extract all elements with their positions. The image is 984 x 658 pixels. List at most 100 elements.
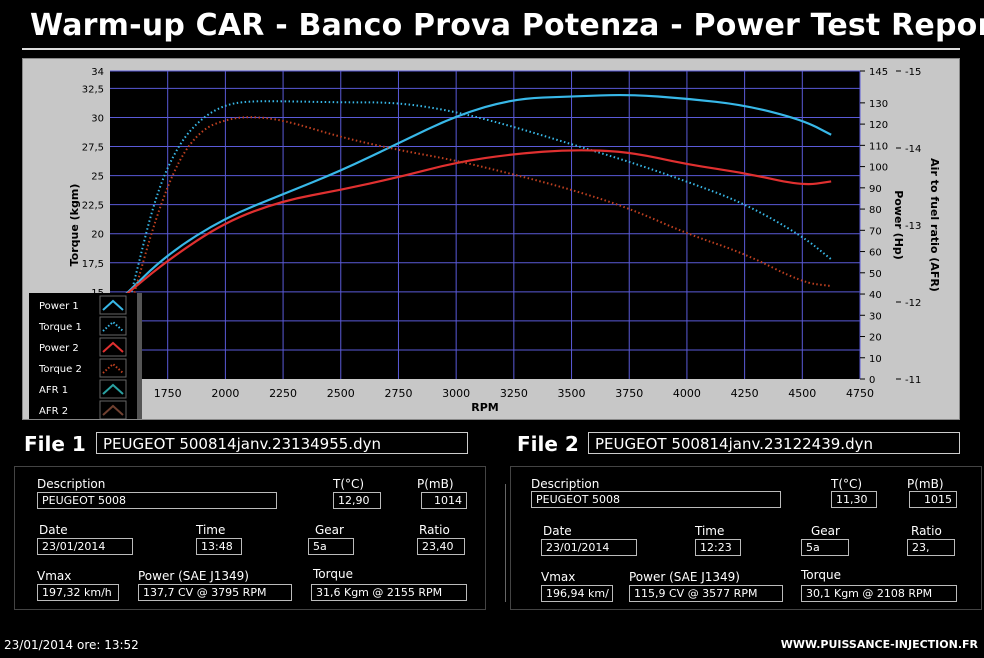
x-tick-label: 4750 [846, 387, 874, 400]
legend-label: Torque 1 [38, 322, 82, 333]
file1-name-field[interactable]: PEUGEOT 500814janv.23134955.dyn [96, 432, 468, 454]
legend-swatch-line [102, 383, 124, 395]
afr-tick-label: -13 [905, 221, 921, 232]
x-tick-label: 2750 [384, 387, 412, 400]
y-right-tick-label: 0 [869, 375, 875, 386]
legend-label: Power 1 [39, 301, 79, 312]
temperature-label: T(°C) [333, 477, 365, 491]
power-label: Power (SAE J1349) [629, 570, 740, 584]
series-line-power-2 [120, 149, 832, 300]
run2-power-field[interactable]: 115,9 CV @ 3577 RPM [629, 585, 783, 602]
legend-swatch-line [102, 299, 124, 311]
description-label: Description [531, 477, 600, 491]
run2-vmax-field[interactable]: 196,94 km/ [541, 585, 613, 602]
legend-label: AFR 2 [39, 406, 68, 417]
x-tick-label: 2250 [269, 387, 297, 400]
y-left-tick-label: 30 [91, 113, 104, 124]
legend-swatch-line [102, 362, 124, 374]
run1-pressure-field[interactable]: 1014 [421, 492, 467, 509]
afr-tick-label: -12 [905, 298, 921, 309]
pressure-label: P(mB) [907, 477, 944, 491]
legend-swatch[interactable] [99, 337, 127, 357]
legend-label: Power 2 [39, 343, 79, 354]
legend-swatch-line [102, 404, 124, 416]
y-left-tick-label: 17,5 [82, 259, 104, 270]
run2-time-field[interactable]: 12:23 [695, 539, 741, 556]
y-right-tick-label: 80 [869, 205, 882, 216]
y-afr-axis-title: Air to fuel ratio (AFR) [928, 158, 941, 292]
title-underline [22, 48, 960, 50]
power-label: Power (SAE J1349) [138, 569, 249, 583]
afr-tick-label: -15 [905, 67, 921, 78]
run2-pressure-field[interactable]: 1015 [909, 491, 957, 508]
run2-description-field[interactable]: PEUGEOT 5008 [531, 491, 781, 508]
dyno-chart: 1750 2000 2250 2500 2750 3000 3250 3500 3750 4000… [29, 67, 941, 420]
legend-swatch-line [102, 320, 124, 332]
y-right-tick-label: 10 [869, 354, 882, 365]
torque-label: Torque [313, 567, 353, 581]
run2-ratio-field[interactable]: 23, [907, 539, 955, 556]
run1-torque-field[interactable]: 31,6 Kgm @ 2155 RPM [311, 584, 467, 601]
run1-panel: Description PEUGEOT 5008 T(°C) 12,90 P(m… [14, 466, 486, 610]
run1-temperature-field[interactable]: 12,90 [333, 492, 381, 509]
x-tick-label: 3250 [500, 387, 528, 400]
x-tick-label: 2500 [327, 387, 355, 400]
run1-time-field[interactable]: 13:48 [196, 538, 242, 555]
legend-swatch[interactable] [99, 358, 127, 378]
run2-date-field[interactable]: 23/01/2014 [541, 539, 637, 556]
report-title: Warm-up CAR - Banco Prova Potenza - Powe… [30, 8, 984, 43]
torque-label: Torque [801, 568, 841, 582]
y-right-tick-label: 145 [869, 67, 888, 78]
y-right-tick-label: 70 [869, 226, 882, 237]
run1-date-field[interactable]: 23/01/2014 [37, 538, 133, 555]
y-left-axis-title: Torque (kgm) [68, 184, 81, 267]
legend-swatch[interactable] [99, 316, 127, 336]
x-tick-label: 3750 [615, 387, 643, 400]
run2-gear-field[interactable]: 5a [801, 539, 849, 556]
run1-power-field[interactable]: 137,7 CV @ 3795 RPM [138, 584, 292, 601]
y-right-tick-label: 120 [869, 120, 888, 131]
y-left-tick-label: 20 [91, 230, 104, 241]
run1-description-field[interactable]: PEUGEOT 5008 [37, 492, 277, 509]
x-tick-label: 2000 [211, 387, 239, 400]
run2-temperature-field[interactable]: 11,30 [831, 491, 877, 508]
x-tick-label: 3000 [442, 387, 470, 400]
file2-label: File 2 [517, 432, 579, 456]
x-axis-title: RPM [471, 401, 498, 414]
run1-ratio-field[interactable]: 23,40 [417, 538, 465, 555]
run1-gear-field[interactable]: 5a [308, 538, 354, 555]
y-right-axis-title: Power (Hp) [892, 190, 905, 260]
run2-torque-field[interactable]: 30,1 Kgm @ 2108 RPM [801, 585, 957, 602]
gear-label: Gear [315, 523, 344, 537]
time-label: Time [196, 523, 226, 537]
file1-label: File 1 [24, 432, 86, 456]
temperature-label: T(°C) [831, 477, 863, 491]
panel-divider [505, 484, 506, 602]
website-link[interactable]: WWW.PUISSANCE-INJECTION.FR [780, 638, 978, 651]
vmax-label: Vmax [37, 569, 72, 583]
afr-tick-label: -11 [905, 375, 921, 386]
legend-swatch[interactable] [99, 295, 127, 315]
dyno-chart-frame: 1750 2000 2250 2500 2750 3000 3250 3500 3750 4000… [22, 58, 960, 420]
y-right-tick-label: 130 [869, 99, 888, 110]
legend[interactable]: Power 1 Torque 1 Power 2 Torque 2 AFR 1 AFR 2 [29, 293, 142, 420]
pressure-label: P(mB) [417, 477, 454, 491]
legend-swatch[interactable] [99, 400, 127, 420]
vmax-label: Vmax [541, 570, 576, 584]
x-tick-label: 4000 [673, 387, 701, 400]
y-left-tick-label: 34 [91, 67, 104, 78]
x-tick-label: 1750 [154, 387, 182, 400]
run1-vmax-field[interactable]: 197,32 km/h [37, 584, 119, 601]
y-right-tick-label: 110 [869, 141, 888, 152]
y-right-tick-label: 90 [869, 184, 882, 195]
series-line-torque-2 [115, 116, 832, 351]
file2-name-field[interactable]: PEUGEOT 500814janv.23122439.dyn [588, 432, 960, 454]
y-left-tick-label: 32,5 [82, 84, 104, 95]
date-label: Date [543, 524, 572, 538]
legend-swatch[interactable] [99, 379, 127, 399]
series-line-power-1 [120, 93, 832, 300]
afr-tick-label: -14 [905, 144, 921, 155]
run2-panel: Description PEUGEOT 5008 T(°C) 11,30 P(m… [510, 466, 982, 610]
y-right-tick-label: 60 [869, 248, 882, 259]
x-tick-label: 4250 [731, 387, 759, 400]
